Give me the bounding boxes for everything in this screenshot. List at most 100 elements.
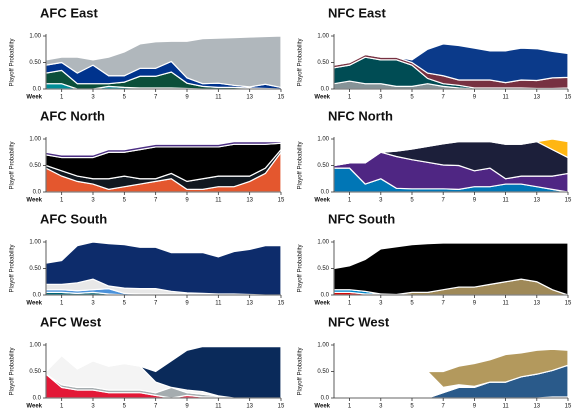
x-axis-label: Week (26, 95, 42, 101)
x-tick-label: 7 (442, 301, 446, 307)
x-tick-label: 9 (473, 301, 477, 307)
x-axis-label: Week (26, 404, 42, 410)
x-tick-label: 11 (502, 404, 509, 410)
x-tick-label: 3 (379, 95, 383, 101)
x-tick-label: 13 (246, 95, 253, 101)
x-tick-label: 1 (60, 404, 64, 410)
x-tick-label: 15 (565, 95, 572, 101)
x-tick-label: 7 (154, 301, 158, 307)
panel-title: NFC East (328, 5, 386, 20)
y-tick-label: 0.50 (29, 60, 41, 66)
x-tick-label: 1 (348, 404, 352, 410)
x-tick-label: 13 (246, 198, 253, 204)
y-axis-label: Playoff Probability (10, 142, 16, 190)
y-tick-label: 1.00 (29, 137, 41, 143)
x-tick-label: 5 (123, 404, 127, 410)
panel-title: AFC East (40, 5, 98, 20)
y-tick-label: 0.50 (317, 60, 329, 66)
y-tick-label: 0.0 (33, 293, 42, 299)
x-axis-label: Week (26, 301, 42, 307)
x-tick-label: 7 (442, 95, 446, 101)
x-axis-label: Week (26, 198, 42, 204)
y-tick-label: 0.0 (321, 190, 330, 196)
x-tick-label: 13 (533, 198, 540, 204)
x-tick-label: 5 (410, 198, 414, 204)
y-tick-label: 1.00 (317, 343, 329, 349)
y-axis-label: Playoff Probability (10, 245, 16, 293)
x-tick-label: 15 (278, 95, 285, 101)
x-tick-label: 5 (410, 301, 414, 307)
y-tick-label: 0.0 (321, 87, 330, 93)
x-tick-label: 15 (565, 301, 572, 307)
x-tick-label: 11 (215, 95, 222, 101)
x-tick-label: 7 (154, 404, 158, 410)
x-tick-label: 15 (278, 198, 285, 204)
panel: NFC West Playoff Probability Week 0.0 0.50 1.… (298, 314, 572, 409)
x-axis-label: Week (314, 404, 330, 410)
panel-title: AFC North (40, 108, 105, 123)
y-tick-label: 0.0 (33, 396, 42, 402)
x-tick-label: 1 (348, 95, 352, 101)
x-tick-label: 7 (442, 198, 446, 204)
area-series (45, 141, 282, 159)
x-tick-label: 3 (91, 95, 95, 101)
x-tick-label: 3 (379, 301, 383, 307)
panel: AFC North Playoff Probability Week 0.0 0.50 1… (10, 108, 285, 203)
panel: NFC East Playoff Probability Week 0.0 0.50 1.… (298, 5, 572, 100)
x-tick-label: 5 (410, 95, 414, 101)
x-tick-label: 1 (348, 198, 352, 204)
x-tick-label: 11 (502, 198, 509, 204)
x-tick-label: 1 (60, 301, 64, 307)
y-tick-label: 0.50 (29, 369, 41, 375)
panel-title: AFC South (40, 211, 107, 226)
y-tick-label: 0.50 (29, 266, 41, 272)
y-tick-label: 1.00 (29, 34, 41, 40)
x-tick-label: 13 (246, 404, 253, 410)
x-tick-label: 13 (533, 301, 540, 307)
y-axis-label: Playoff Probability (298, 245, 304, 293)
x-tick-label: 9 (473, 404, 477, 410)
x-tick-label: 5 (123, 198, 127, 204)
panel: NFC South Playoff Probability Week 0.0 0.50 1… (298, 211, 572, 306)
panel: NFC North Playoff Probability Week 0.0 0.50 1… (298, 108, 572, 203)
x-tick-label: 9 (185, 404, 189, 410)
x-tick-label: 1 (348, 301, 352, 307)
y-tick-label: 0.0 (33, 87, 42, 93)
y-tick-label: 0.50 (29, 163, 41, 169)
area-series (334, 348, 569, 389)
y-axis-label: Playoff Probability (10, 39, 16, 87)
x-tick-label: 3 (91, 198, 95, 204)
y-tick-label: 1.00 (317, 34, 329, 40)
area-series (333, 43, 569, 84)
y-tick-label: 0.50 (317, 266, 329, 272)
x-tick-label: 3 (379, 404, 383, 410)
x-tick-label: 15 (278, 404, 285, 410)
x-tick-label: 13 (246, 301, 253, 307)
x-tick-label: 15 (278, 301, 285, 307)
y-axis-label: Playoff Probability (298, 348, 304, 396)
y-tick-label: 0.50 (317, 369, 329, 375)
y-tick-label: 0.0 (33, 190, 42, 196)
x-tick-label: 11 (215, 404, 222, 410)
panel: AFC West Playoff Probability Week 0.0 0.50 1.… (10, 314, 285, 409)
y-tick-label: 1.00 (317, 137, 329, 143)
x-tick-label: 3 (91, 301, 95, 307)
x-tick-label: 7 (154, 95, 158, 101)
x-tick-label: 5 (123, 95, 127, 101)
x-tick-label: 1 (60, 198, 64, 204)
x-tick-label: 15 (565, 404, 572, 410)
x-tick-label: 15 (565, 198, 572, 204)
area-series (45, 142, 282, 183)
x-tick-label: 11 (215, 301, 222, 307)
x-tick-label: 1 (60, 95, 64, 101)
y-tick-label: 1.00 (317, 240, 329, 246)
panel-title: NFC North (328, 108, 393, 123)
x-tick-label: 11 (502, 95, 509, 101)
area-series (45, 345, 282, 399)
x-tick-label: 5 (410, 404, 414, 410)
y-axis-label: Playoff Probability (10, 348, 16, 396)
y-axis-label: Playoff Probability (298, 39, 304, 87)
x-tick-label: 7 (154, 198, 158, 204)
panel: AFC East Playoff Probability Week 0.0 0.50 1.… (10, 5, 285, 100)
area-series (45, 35, 282, 89)
